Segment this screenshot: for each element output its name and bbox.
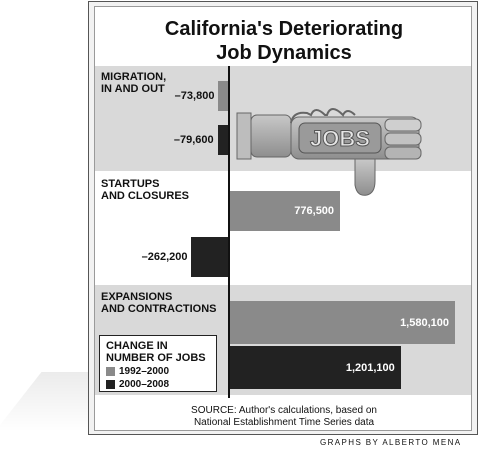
chart-title: California's Deteriorating Job Dynamics: [95, 17, 473, 65]
label-migration-line1: MIGRATION,: [101, 71, 167, 83]
value-expansions-1992-2000: 1,580,100: [400, 316, 449, 329]
label-expansions: EXPANSIONS AND CONTRACTIONS: [101, 291, 217, 315]
thumb-label: JOBS: [310, 126, 370, 151]
label-startups: STARTUPS AND CLOSURES: [101, 178, 189, 202]
legend-entry-1992-2000: 1992–2000: [106, 366, 210, 377]
bar-startups-2000-2008: [191, 237, 229, 277]
label-migration-line2: IN AND OUT: [101, 83, 165, 95]
value-migration-2000-2008: –79,600: [173, 134, 214, 146]
title-line-2: Job Dynamics: [216, 42, 352, 64]
label-expansions-line1: EXPANSIONS: [101, 291, 173, 303]
legend: CHANGE IN NUMBER OF JOBS 1992–2000 2000–…: [99, 335, 217, 392]
legend-label-1992-2000: 1992–2000: [119, 366, 170, 377]
label-startups-line1: STARTUPS: [101, 178, 160, 190]
zero-axis-line: [228, 66, 230, 398]
value-startups-2000-2008: –262,200: [141, 251, 188, 263]
label-startups-line2: AND CLOSURES: [101, 190, 190, 202]
bar-migration-1992-2000: [218, 81, 229, 111]
legend-label-2000-2008: 2000–2008: [119, 379, 170, 390]
chart-panel: California's Deteriorating Job Dynamics …: [94, 6, 472, 431]
source-note: SOURCE: Author's calculations, based on …: [95, 405, 473, 429]
legend-swatch-1992-2000: [106, 367, 115, 376]
bar-migration-2000-2008: [217, 125, 229, 155]
bar-expansions-1992-2000: [229, 301, 455, 344]
bar-expansions-2000-2008: [229, 346, 401, 389]
value-expansions-2000-2008: 1,201,100: [345, 361, 395, 374]
legend-entry-2000-2008: 2000–2008: [106, 379, 210, 390]
bar-startups-1992-2000: [229, 191, 341, 231]
source-line-2: National Establishment Time Series data: [193, 417, 375, 428]
label-migration: MIGRATION, IN AND OUT: [101, 71, 166, 95]
label-expansions-line2: AND CONTRACTIONS: [101, 303, 217, 315]
value-migration-1992-2000: –73,800: [174, 90, 215, 102]
value-startups-1992-2000: 776,500: [294, 205, 335, 217]
legend-title-line2: NUMBER OF JOBS: [106, 352, 206, 364]
legend-title-line1: CHANGE IN: [106, 340, 168, 352]
graphics-credit: GRAPHS BY ALBERTO MENA: [320, 438, 462, 447]
legend-swatch-2000-2008: [106, 380, 115, 389]
thumbs-down-jobs-icon: JOBS: [236, 108, 422, 196]
source-line-1: SOURCE: Author's calculations, based on: [191, 405, 377, 416]
title-line-1: California's Deteriorating: [164, 18, 404, 40]
